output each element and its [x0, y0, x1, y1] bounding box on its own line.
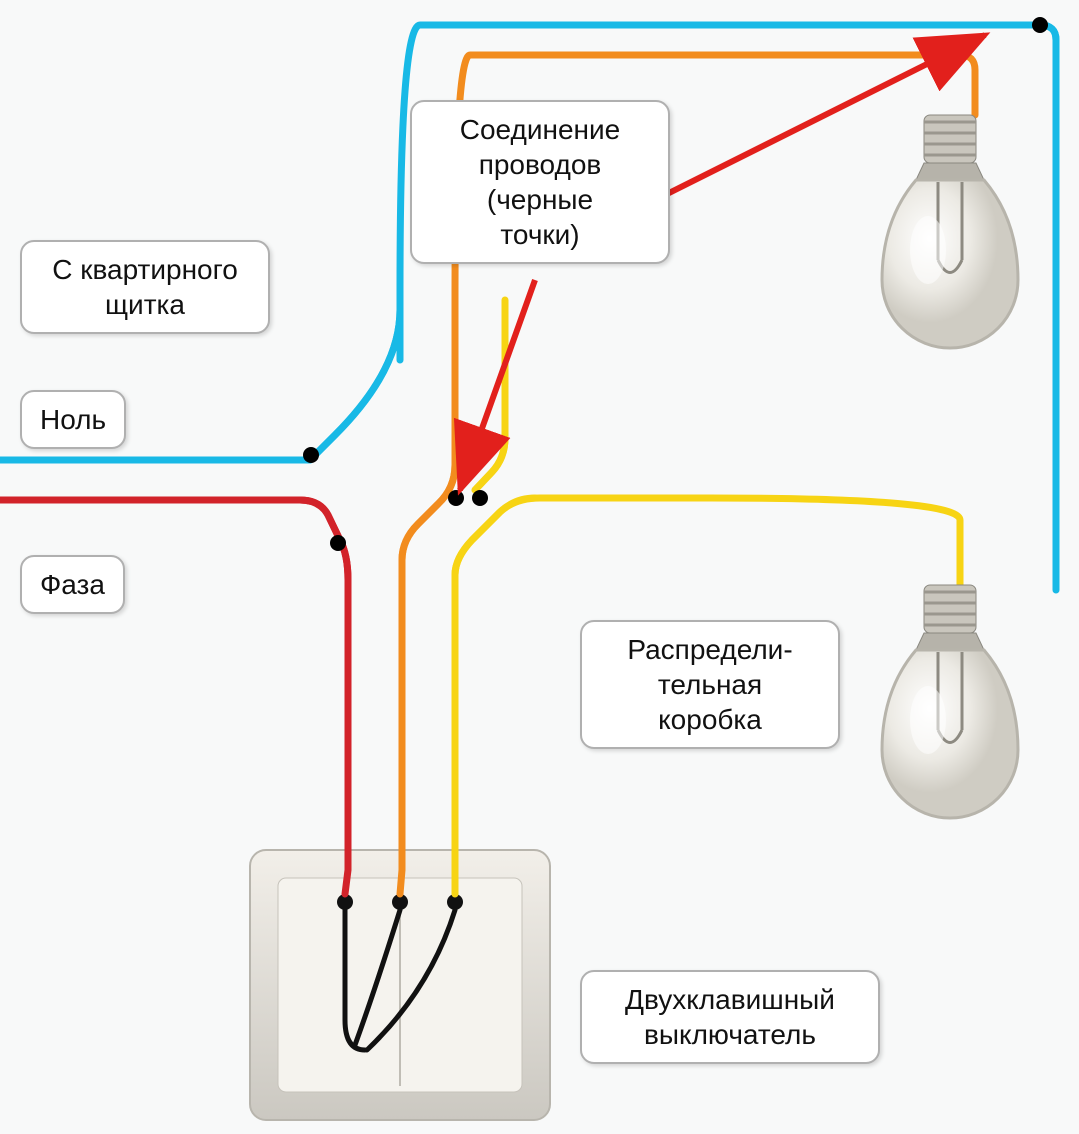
label-panel: С квартирногощитка [20, 240, 270, 334]
wires-over [300, 310, 535, 620]
bulb-1 [882, 585, 1018, 818]
label-switch: Двухклавишныйвыключатель [580, 970, 880, 1064]
label-connection: Соединениепроводов(черныеточки) [410, 100, 670, 264]
label-phase: Фаза [20, 555, 125, 614]
dot-4 [1032, 17, 1048, 33]
label-junction: Распредели-тельнаякоробка [580, 620, 840, 749]
wire-neutral_blue2 [1040, 25, 1056, 590]
dot-2 [448, 490, 464, 506]
bulb-0 [882, 115, 1018, 348]
label-neutral: Ноль [20, 390, 126, 449]
dot-1 [330, 535, 346, 551]
dot-3 [472, 490, 488, 506]
diagram-stage: Соединениепроводов(черныеточки) С кварти… [0, 0, 1079, 1134]
double-switch [250, 840, 550, 1120]
dot-0 [303, 447, 319, 463]
lightbulbs [882, 115, 1018, 818]
wire-phase_red [0, 500, 348, 840]
